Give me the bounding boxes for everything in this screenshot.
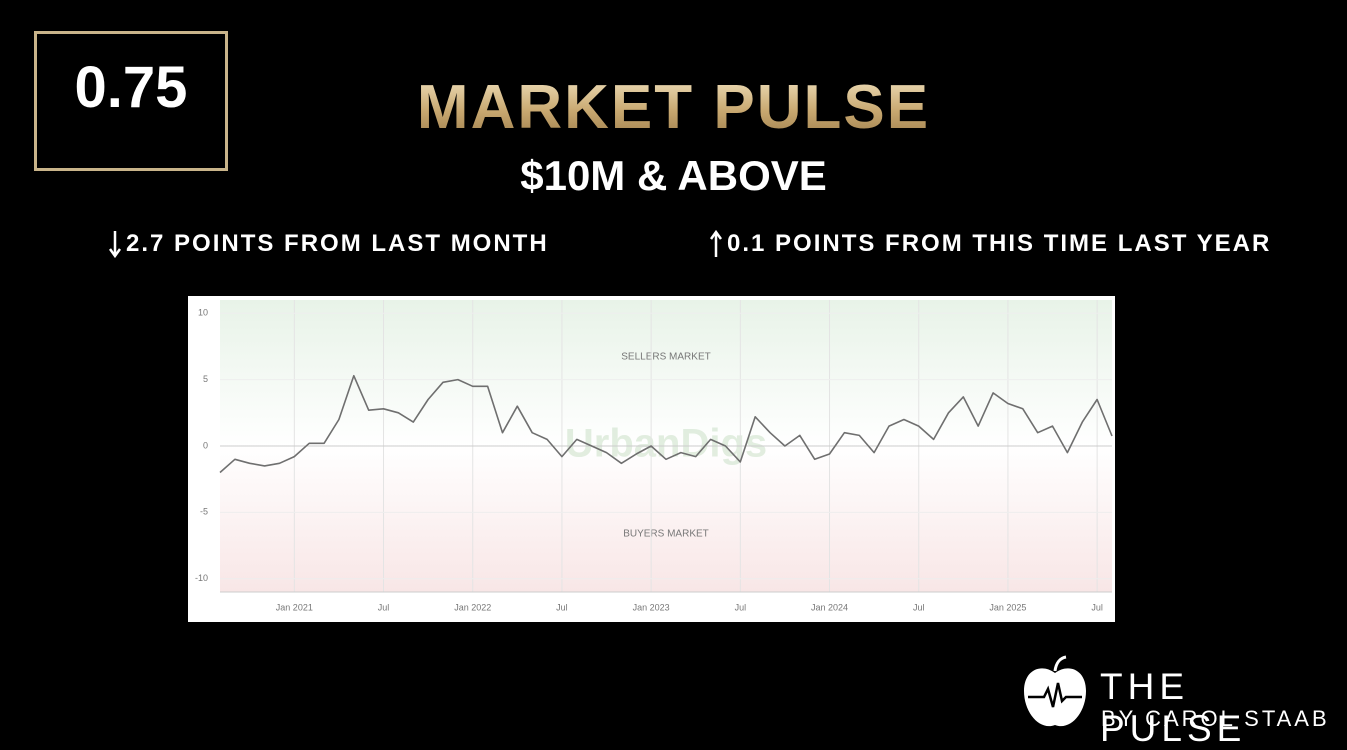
score-box: 0.75 [34,31,228,171]
year-change-text: 0.1 POINTS FROM THIS TIME LAST YEAR [727,230,1272,257]
subtitle: $10M & ABOVE [520,152,827,199]
y-tick-label: -10 [195,573,208,583]
sellers-label: SELLERS MARKET [621,352,710,363]
x-tick-label: Jul [378,602,390,612]
x-tick-label: Jul [1091,602,1103,612]
pulse-line [219,374,1113,474]
logo-byline: BY CAROL STAAB [1101,706,1330,731]
x-tick-label: Jan 2023 [633,602,670,612]
apple-icon [1024,655,1086,727]
x-tick-label: Jul [913,602,925,612]
y-tick-label: 5 [203,374,208,384]
x-tick-label: Jan 2024 [811,602,848,612]
x-tick-label: Jan 2021 [276,602,313,612]
up-arrow [709,229,723,257]
month-change: 2.7 POINTS FROM LAST MONTH [108,229,549,259]
year-change: 0.1 POINTS FROM THIS TIME LAST YEAR [709,229,1271,259]
buyers-zone [220,446,1112,592]
x-tick-label: Jan 2022 [454,602,491,612]
y-tick-label: 0 [203,440,208,450]
down-arrow [108,231,122,259]
x-tick-label: Jul [556,602,568,612]
buyers-label: BUYERS MARKET [623,529,709,540]
title: MARKET PULSE [0,72,1347,143]
y-tick-label: 10 [198,308,208,318]
y-tick-label: -5 [200,507,208,517]
month-change-text: 2.7 POINTS FROM LAST MONTH [126,230,549,257]
x-tick-label: Jan 2025 [989,602,1026,612]
logo-name: THE PULSE [1100,666,1247,749]
sellers-zone [220,300,1112,446]
x-tick-label: Jul [735,602,747,612]
